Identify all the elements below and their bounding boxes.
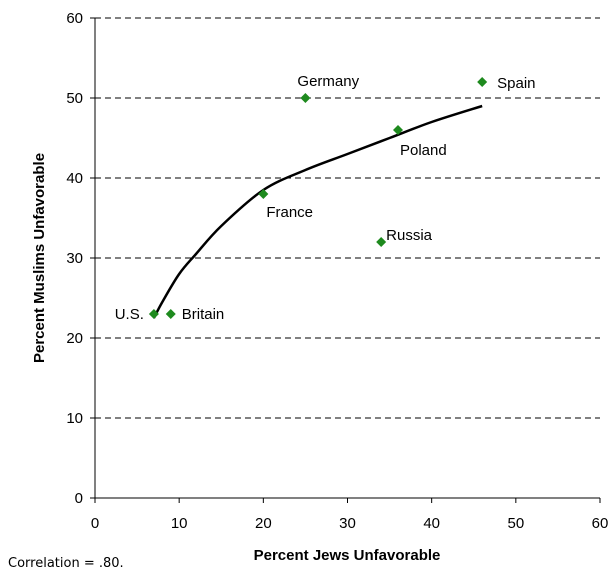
point-labels: U.S. Britain France Germany Russia Poland Spai… <box>115 73 536 323</box>
point-label-us: U.S. <box>115 306 144 323</box>
point-us <box>148 309 159 319</box>
y-axis-title: Percent Muslims Unfavorable <box>31 153 48 363</box>
y-tick-label-20: 20 <box>66 330 83 347</box>
y-tick-label-50: 50 <box>66 90 83 107</box>
y-tick-label-60: 60 <box>66 10 83 27</box>
y-tick-labels: 0 10 20 30 40 50 60 <box>66 10 83 507</box>
point-label-russia: Russia <box>386 227 433 244</box>
correlation-note: Correlation = .80. <box>8 556 124 571</box>
trend-line <box>152 104 483 319</box>
x-tick-label-0: 0 <box>91 515 99 532</box>
point-poland <box>393 125 403 135</box>
point-france <box>258 189 269 199</box>
x-tick-label-40: 40 <box>423 515 440 532</box>
y-tick-label-30: 30 <box>66 250 83 267</box>
y-tick-label-0: 0 <box>75 490 83 507</box>
x-tick-label-20: 20 <box>255 515 272 532</box>
y-tick-label-10: 10 <box>66 410 83 427</box>
x-tick-label-10: 10 <box>171 515 188 532</box>
x-axis-title: Percent Jews Unfavorable <box>254 547 441 564</box>
point-label-spain: Spain <box>497 75 535 92</box>
point-russia <box>376 237 387 247</box>
point-germany <box>300 93 311 103</box>
point-spain <box>477 77 488 87</box>
point-label-britain: Britain <box>182 306 225 323</box>
point-britain <box>165 309 176 319</box>
point-label-poland: Poland <box>400 142 447 159</box>
data-points <box>148 77 488 319</box>
x-tick-label-30: 30 <box>339 515 356 532</box>
grid <box>95 17 600 419</box>
point-label-germany: Germany <box>297 73 359 90</box>
y-tick-label-40: 40 <box>66 170 83 187</box>
x-tick-label-50: 50 <box>507 515 524 532</box>
x-tick-label-60: 60 <box>592 515 609 532</box>
x-tick-labels: 0 10 20 30 40 50 60 <box>91 515 609 532</box>
axes <box>90 17 601 503</box>
point-label-france: France <box>266 204 313 221</box>
